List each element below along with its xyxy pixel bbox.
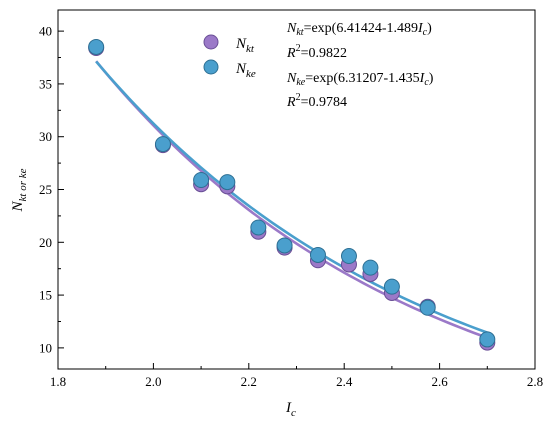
y-tick-label: 20 [39,235,52,250]
r2-nke: R2=0.9784 [286,92,347,110]
data-points [88,38,496,351]
y-tick-label: 30 [39,129,52,144]
legend-marker-nke [203,59,219,75]
y-tick-label: 35 [39,76,52,91]
legend: Nkt Nke [203,34,256,80]
y-tick-label: 40 [39,24,52,39]
point-series-1 [340,248,357,265]
x-tick-label: 2.4 [336,374,353,389]
point-series-1 [479,331,496,348]
legend-label-nkt: Nkt [235,36,255,55]
point-series-1 [276,237,293,254]
x-tick-label: 2.8 [527,374,543,389]
y-tick-label: 25 [39,182,52,197]
legend-label-nke: Nke [235,61,256,80]
point-series-1 [88,38,105,55]
point-series-1 [193,171,210,188]
legend-item-nke: Nke [203,59,256,80]
x-tick-label: 2.0 [145,374,161,389]
point-series-1 [154,136,171,153]
y-axis-label: Nkt or ke [10,168,29,212]
plot-frame [57,9,536,370]
point-series-1 [419,299,436,316]
y-tick-label: 10 [39,340,52,355]
x-axis-label: Ic [285,400,296,419]
tick-labels: 1.8 2.0 2.2 2.4 2.6 2.8 10 15 20 25 30 35 40 [39,24,543,389]
legend-item-nkt: Nkt [203,34,255,55]
x-tick-label: 2.6 [431,374,448,389]
point-series-1 [362,259,379,276]
point-series-1 [219,174,236,191]
x-tick-label: 2.2 [241,374,257,389]
fit-equations: Nkt=exp(6.41424-1.489Ic) R2=0.9822 Nke=e… [286,21,434,110]
equation-nkt: Nkt=exp(6.41424-1.489Ic) [286,21,432,38]
point-series-1 [250,219,267,236]
point-series-1 [383,278,400,295]
r2-nkt: R2=0.9822 [286,43,347,61]
y-tick-label: 15 [39,288,52,303]
point-series-1 [309,246,326,263]
legend-marker-nkt [203,34,219,50]
x-tick-label: 1.8 [50,374,66,389]
equation-nke: Nke=exp(6.31207-1.435Ic) [286,71,434,88]
